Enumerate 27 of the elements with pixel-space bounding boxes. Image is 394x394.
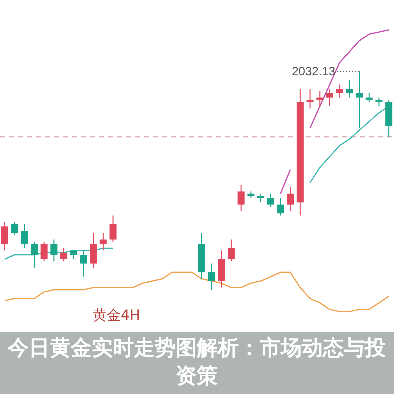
- candlestick: [306, 88, 314, 110]
- candlestick: [80, 250, 88, 278]
- candlestick: [218, 250, 226, 288]
- candlestick: [11, 222, 18, 236]
- candlestick: [90, 232, 98, 269]
- candlestick: [100, 232, 107, 252]
- candlestick: [50, 239, 58, 262]
- candlestick: [40, 241, 48, 262]
- candlestick: [287, 186, 294, 212]
- candlestick: [1, 222, 8, 252]
- candlestick: [110, 215, 117, 242]
- candlestick: [277, 198, 284, 216]
- candlestick: [346, 80, 354, 98]
- candlestick: [267, 193, 274, 208]
- candlestick: [228, 239, 235, 262]
- candlestick: [208, 263, 216, 290]
- text: 黄金4H: [93, 308, 140, 324]
- candlestick: [238, 184, 245, 212]
- text: 今日黄金实时走势图解析：市场动态与投资策: [6, 335, 387, 390]
- annotation: 2032.13: [292, 64, 336, 79]
- candlestick: [316, 90, 324, 108]
- candlestick: [356, 71, 364, 129]
- candlestick: [326, 88, 334, 108]
- candlestick: [21, 224, 28, 250]
- candlestick: [336, 84, 344, 98]
- candlestick: [60, 248, 68, 262]
- candlestick: [30, 241, 38, 269]
